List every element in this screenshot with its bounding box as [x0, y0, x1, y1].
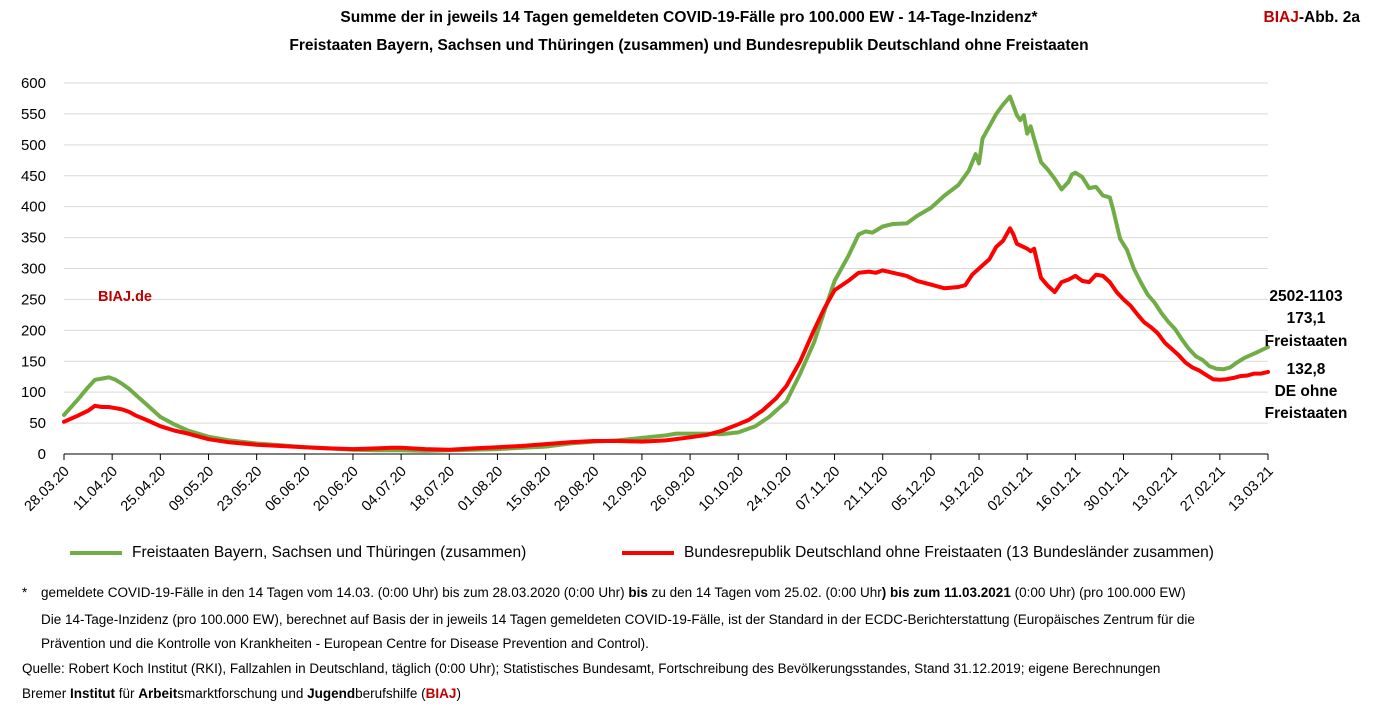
x-tick-label: 25.04.20: [118, 464, 169, 515]
x-tick-label: 16.01.21: [1033, 464, 1084, 515]
x-tick-label: 13.03.21: [1226, 464, 1277, 515]
y-tick-label: 500: [21, 137, 46, 154]
x-tick-label: 04.07.20: [359, 464, 410, 515]
x-tick-label: 27.02.21: [1177, 464, 1228, 515]
y-tick-label: 550: [21, 106, 46, 123]
badge-biaj: BIAJ: [1263, 9, 1299, 26]
inst-part-8: BIAJ: [425, 686, 457, 701]
x-tick-label: 05.12.20: [888, 464, 939, 515]
y-tick-label: 600: [21, 75, 46, 92]
end-label-de-name-1: DE ohne: [1274, 383, 1338, 400]
footnote-line-1: gemeldete COVID-19-Fälle in den 14 Tagen…: [41, 585, 1186, 600]
y-tick-label: 0: [38, 446, 46, 463]
figure-badge: BIAJ-Abb. 2a: [1264, 9, 1360, 27]
institute-note: Bremer Institut für Arbeitsmarktforschun…: [22, 686, 461, 701]
legend-label-green: Freistaaten Bayern, Sachsen und Thüringe…: [132, 544, 527, 561]
end-label-de-name-2: Freistaaten: [1264, 405, 1348, 422]
x-tick-label: 30.01.21: [1081, 464, 1132, 515]
y-tick-label: 150: [21, 353, 46, 370]
legend-label-red: Bundesrepublik Deutschland ohne Freistaa…: [684, 544, 1214, 561]
y-tick-label: 250: [21, 291, 46, 308]
x-tick-label: 12.09.20: [600, 464, 651, 515]
footnote-line-1-b: bis: [628, 585, 648, 600]
chart-title: Summe der in jeweils 14 Tagen gemeldeten…: [340, 9, 1038, 26]
inst-part-6: Jugend: [307, 686, 356, 701]
x-tick-label: 23.05.20: [214, 464, 265, 515]
y-tick-label: 100: [21, 384, 46, 401]
series-lines: [62, 94, 1270, 453]
x-tick-label: 15.08.20: [503, 464, 554, 515]
series-line-de-ohne-freistaaten: [62, 226, 1270, 452]
end-label-freistaaten-value: 173,1: [1286, 310, 1326, 327]
end-label-freistaaten-name: Freistaaten: [1264, 333, 1348, 350]
footnote-star: *: [22, 585, 28, 600]
x-tick-label: 19.12.20: [937, 464, 988, 515]
badge-figure-number: -Abb. 2a: [1298, 9, 1360, 26]
inst-part-2: Institut: [70, 686, 116, 701]
footnote-line-3: Prävention und die Kontrolle von Krankhe…: [41, 636, 649, 651]
y-tick-label: 350: [21, 230, 46, 247]
watermark-biaj: BIAJ.de: [98, 289, 152, 305]
source-note: Quelle: Robert Koch Institut (RKI), Fall…: [22, 661, 1161, 676]
x-tick-label: 11.04.20: [71, 464, 121, 514]
x-tick-label: 07.11.20: [793, 464, 843, 514]
x-tick-label: 29.08.20: [551, 464, 602, 515]
legend-item-red: Bundesrepublik Deutschland ohne Freistaa…: [622, 544, 1214, 562]
footnote-line-1-a: gemeldete COVID-19-Fälle in den 14 Tagen…: [41, 585, 629, 600]
footnote-line-2: Die 14-Tage-Inzidenz (pro 100.000 EW), b…: [41, 612, 1195, 627]
inst-part-9: ): [456, 686, 461, 701]
legend-swatch-red: [622, 551, 674, 555]
end-label-date: 2502-1103: [1269, 288, 1343, 305]
x-tick-label: 26.09.20: [648, 464, 699, 515]
x-tick-label: 24.10.20: [744, 464, 795, 515]
x-tick-label: 01.08.20: [455, 464, 506, 515]
x-tick-label: 09.05.20: [166, 464, 217, 515]
x-tick-label: 10.10.20: [696, 464, 747, 515]
footnote-line-1-c: zu den 14 Tagen vom 25.02. (0:00 Uhr: [647, 585, 882, 600]
y-tick-label: 400: [21, 199, 46, 216]
series-line-freistaaten: [62, 94, 1270, 453]
x-tick-label: 28.03.20: [22, 464, 73, 515]
legend-item-green: Freistaaten Bayern, Sachsen und Thüringe…: [70, 544, 526, 562]
x-tick-label: 13.02.21: [1129, 464, 1180, 515]
inst-part-4: Arbeit: [138, 686, 178, 701]
footnote-line-1-e: (0:00 Uhr) (pro 100.000 EW): [1010, 585, 1186, 600]
y-tick-label: 200: [21, 322, 46, 339]
x-tick-label: 21.11.20: [841, 464, 891, 514]
axes: 0 50 100 150 200 250 300 350 400 450 500 550 600 28.0…: [21, 75, 1277, 515]
y-tick-label: 50: [29, 415, 46, 432]
footnote-line-1-d: ) bis zum 11.03.2021: [881, 585, 1011, 600]
end-label-de-value: 132,8: [1286, 361, 1326, 378]
inst-part-7: berufshilfe (: [355, 686, 426, 701]
x-tick-label: 02.01.21: [985, 464, 1036, 515]
y-tick-label: 450: [21, 168, 46, 185]
x-tick-label: 18.07.20: [407, 464, 458, 515]
inst-part-3: für: [115, 686, 139, 701]
x-tick-label: 06.06.20: [262, 464, 313, 515]
x-tick-label: 20.06.20: [311, 464, 362, 515]
chart-subtitle: Freistaaten Bayern, Sachsen und Thüringe…: [289, 37, 1089, 54]
inst-part-5: smarktforschung und: [177, 686, 308, 701]
y-tick-label: 300: [21, 261, 46, 278]
gridlines: [64, 82, 1268, 424]
legend-swatch-green: [70, 551, 122, 555]
inst-part-1: Bremer: [22, 686, 71, 701]
